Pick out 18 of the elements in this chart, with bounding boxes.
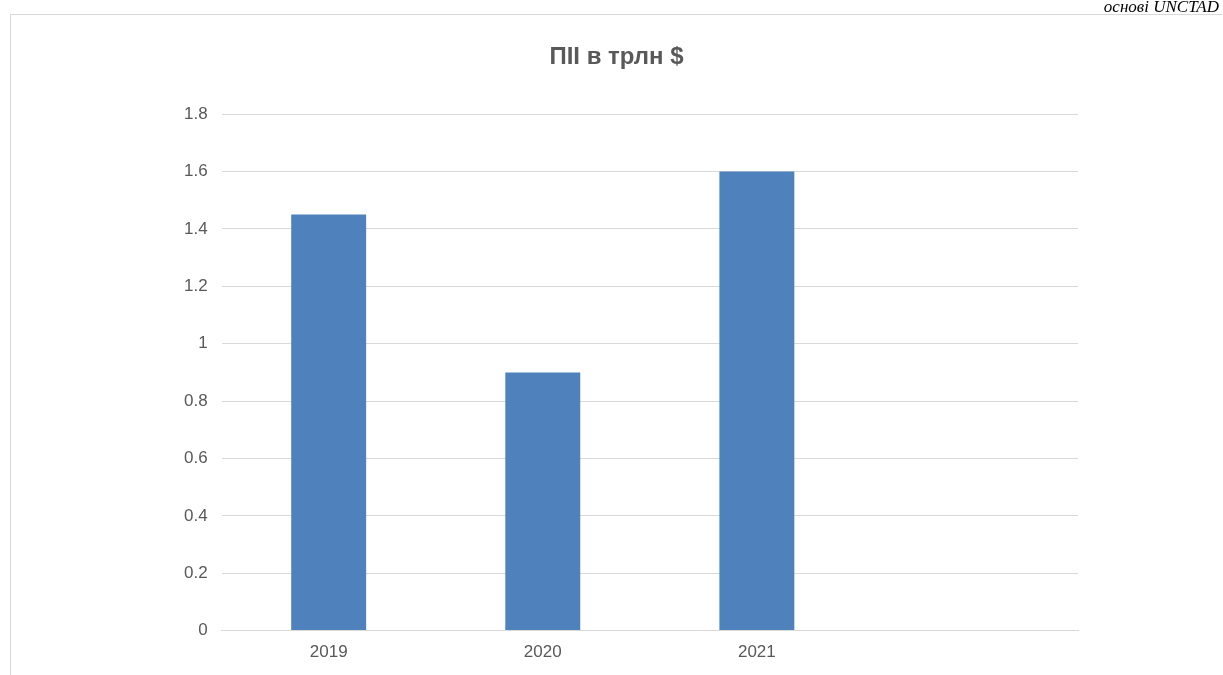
x-tick-label: 2019 [309,642,348,662]
y-tick-label: 0.2 [183,562,208,582]
y-tick-label: 1 [198,333,208,353]
y-tick-label: 1.4 [183,218,208,238]
bar [505,372,581,631]
y-tick-label: 0 [198,620,208,640]
x-tick-label: 2021 [737,642,776,662]
y-tick-label: 1.6 [183,161,208,181]
y-tick-label: 0.8 [183,390,208,410]
y-tick-label: 0.6 [183,448,208,468]
y-tick-label: 1.2 [183,276,208,296]
y-tick-label: 0.4 [183,505,208,525]
chart-title: ПІІ в трлн $ [548,42,685,70]
bar [719,171,795,631]
text: основі UNCTAD [1103,0,1219,17]
bar [291,214,367,631]
y-tick-label: 1.8 [183,103,208,123]
x-tick-label: 2020 [523,642,562,662]
